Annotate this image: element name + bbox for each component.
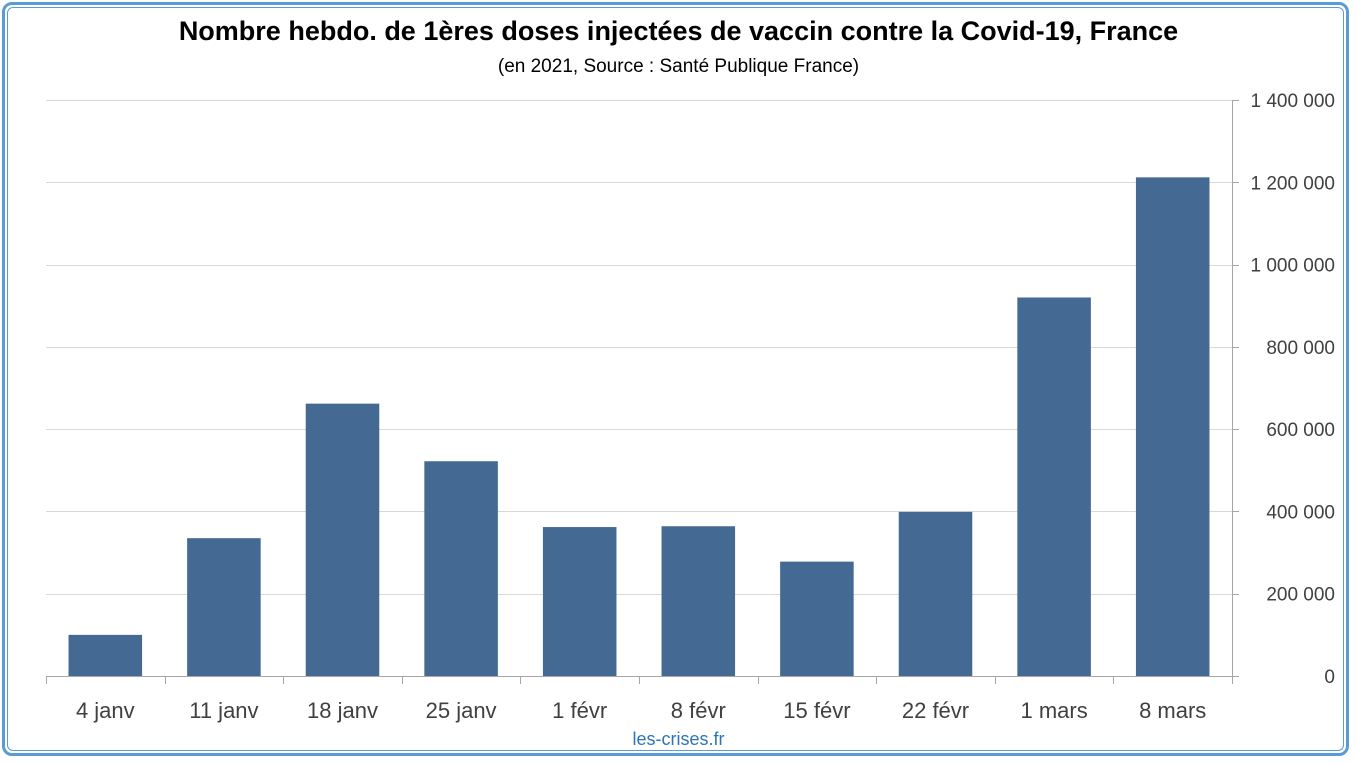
x-tick-label: 8 févr [671, 698, 726, 723]
bar [1135, 177, 1210, 676]
bar [898, 511, 973, 676]
bar [542, 527, 617, 676]
bar [68, 634, 143, 676]
bar [661, 526, 736, 676]
y-tick-label: 1 200 000 [1250, 173, 1335, 194]
x-tick-label: 11 janv [189, 698, 258, 723]
y-tick-label: 1 400 000 [1250, 91, 1335, 112]
y-tick-label: 600 000 [1266, 420, 1335, 441]
y-tick-label: 200 000 [1266, 585, 1335, 606]
x-tick-label: 1 mars [1020, 698, 1087, 723]
chart-title: Nombre hebdo. de 1ères doses injectées d… [178, 16, 1179, 46]
bar [187, 538, 261, 676]
bar [1017, 297, 1091, 676]
x-tick-label: 1 févr [552, 698, 607, 723]
x-tick-label: 4 janv [76, 698, 135, 723]
y-tick-label: 1 000 000 [1250, 256, 1335, 277]
x-tick-label: 22 févr [902, 698, 969, 723]
bar [780, 561, 854, 676]
source-credit[interactable]: les-crises.fr [632, 729, 725, 749]
x-tick-label: 15 févr [783, 698, 850, 723]
bar [305, 403, 380, 676]
y-tick-label: 800 000 [1266, 338, 1335, 359]
y-tick-label: 0 [1324, 667, 1335, 688]
chart-subtitle: (en 2021, Source : Santé Publique France… [497, 56, 860, 77]
bar [424, 461, 498, 676]
x-tick-label: 18 janv [307, 698, 378, 723]
y-tick-label: 400 000 [1266, 502, 1335, 523]
x-tick-label: 25 janv [426, 698, 497, 723]
x-tick-label: 8 mars [1139, 698, 1206, 723]
chart-frame-inner [7, 7, 1344, 751]
